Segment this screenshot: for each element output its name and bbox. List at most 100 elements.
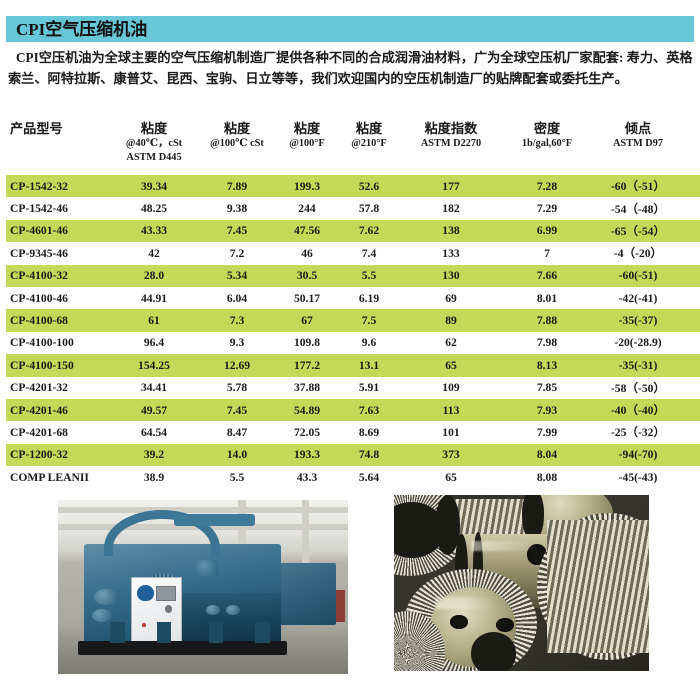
support-leg <box>110 621 125 643</box>
cell-viscosity-100c: 7.2 <box>229 246 245 260</box>
cell-viscosity-40c: 39.2 <box>110 443 198 467</box>
air-receiver-drum <box>196 560 219 577</box>
valve <box>226 604 240 615</box>
support-leg <box>255 621 270 643</box>
cell-viscosity-100c: 5.5 <box>229 470 245 484</box>
cell-viscosity-100c: 5.34 <box>198 264 276 287</box>
cell-model: CP-4201-32 <box>10 381 68 395</box>
cell-model: CP-1542-46 <box>10 202 68 216</box>
cell-viscosity-100f: 46 <box>301 246 313 260</box>
cell-viscosity-100f: 72.05 <box>293 425 321 439</box>
gear-shoulder <box>470 632 517 671</box>
cell-viscosity-100f: 244 <box>298 202 316 216</box>
indicator-light <box>142 622 146 628</box>
cell-viscosity-index: 62 <box>445 336 457 350</box>
cell-viscosity-100f: 30.5 <box>276 264 338 287</box>
column-header-pour-point: 倾点 ASTM D97 <box>612 121 664 149</box>
table-header: 产品型号 粘度 @40℃，cSt ASTM D445 粘度 @100℃ cSt … <box>6 120 700 175</box>
specular-highlight <box>434 597 496 610</box>
cell-viscosity-100f: 50.17 <box>293 291 321 305</box>
cell-viscosity-40c: 61 <box>110 309 198 332</box>
cell-viscosity-100f: 199.3 <box>276 175 338 198</box>
cell-density: 7.93 <box>502 398 592 422</box>
table-row: CP-4201-68 64.54 8.47 72.05 8.69 101 7.99 -25（-… <box>6 421 700 443</box>
cell-viscosity-100c: 7.89 <box>198 175 276 198</box>
cell-viscosity-40c: 44.91 <box>140 291 168 305</box>
cell-pour-point: -60（-51） <box>592 175 684 198</box>
cell-viscosity-100c: 7.45 <box>198 398 276 422</box>
cell-viscosity-40c: 49.57 <box>110 398 198 422</box>
cell-model: CP-4100-32 <box>6 264 110 287</box>
cell-viscosity-100f: 67 <box>276 309 338 332</box>
cell-flash-point: 550（288） <box>684 398 700 422</box>
cell-viscosity-100c: 6.04 <box>226 291 248 305</box>
cell-density: 7.99 <box>536 425 558 439</box>
cell-model: CP-1542-32 <box>6 175 110 198</box>
cell-pour-point: -35(-31) <box>592 354 684 377</box>
cell-viscosity-40c: 38.9 <box>143 470 165 484</box>
cell-pour-point: -54（-48） <box>610 202 666 216</box>
cell-model: COMP LEANII <box>10 470 89 484</box>
shaft-groove <box>473 531 484 603</box>
column-header-viscosity-40c: 粘度 @40℃，cSt ASTM D445 <box>125 121 183 163</box>
cell-viscosity-210f: 7.62 <box>338 219 400 243</box>
cell-pour-point: -60(-51) <box>592 264 684 287</box>
cell-viscosity-100f: 177.2 <box>276 354 338 377</box>
valve <box>93 589 118 605</box>
cell-viscosity-100c: 12.69 <box>198 354 276 377</box>
cell-density: 8.13 <box>502 354 592 377</box>
cell-flash-point: 525（274） <box>684 197 700 219</box>
cell-pour-point: -94(-70) <box>592 443 684 467</box>
table-row: CP-4100-68617.3677.5897.88-35(-37)480（24… <box>6 309 700 332</box>
cell-model: CP-4100-150 <box>6 354 110 377</box>
cell-viscosity-40c: 28.0 <box>110 264 198 287</box>
cell-viscosity-210f: 57.8 <box>358 202 380 216</box>
cell-viscosity-210f: 7.63 <box>338 398 400 422</box>
cell-viscosity-index: 65 <box>445 470 457 484</box>
cell-model: CP-9345-46 <box>10 246 68 260</box>
cell-model: CP-4100-68 <box>6 309 110 332</box>
cell-pour-point: -58（-50） <box>610 381 666 395</box>
cell-viscosity-210f: 7.5 <box>338 309 400 332</box>
cell-flash-point: 540（282） <box>684 354 700 377</box>
helical-gear-teeth <box>547 519 649 654</box>
cell-density: 7.66 <box>502 264 592 287</box>
cell-viscosity-210f: 6.19 <box>358 291 380 305</box>
ceiling-column <box>301 500 309 563</box>
cell-pour-point: -40（-40） <box>592 398 684 422</box>
cell-pour-point: -4（-20） <box>613 247 663 261</box>
cell-model: CP-1200-32 <box>6 443 110 467</box>
cell-viscosity-40c: 48.25 <box>140 202 168 216</box>
table-row: CP-4100-150 154.25 12.69 177.2 13.1 65 8.13 -35… <box>6 354 700 377</box>
cell-flash-point: 480（249） <box>684 264 700 287</box>
column-header-viscosity-index: 粘度指数 ASTM D2270 <box>420 121 482 149</box>
cell-density: 8.08 <box>536 470 558 484</box>
cell-model: CP-4201-46 <box>6 398 110 422</box>
cell-viscosity-index: 101 <box>442 425 460 439</box>
valve <box>91 608 112 622</box>
product-description: CPI空压机油为全球主要的空气压缩机制造厂提供各种不同的合成润滑油材料，广为全球… <box>8 50 693 86</box>
cell-viscosity-210f: 5.5 <box>338 264 400 287</box>
table-row: CP-1200-32 39.2 14.0 193.3 74.8 373 8.04 -94(-7… <box>6 443 700 467</box>
cell-viscosity-index: 113 <box>400 398 502 422</box>
cell-viscosity-index: 89 <box>400 309 502 332</box>
table-row: CP-4201-46 49.57 7.45 54.89 7.63 113 7.93 -40（-… <box>6 398 700 422</box>
ceiling-beam <box>58 506 348 513</box>
cell-pour-point: -45(-43) <box>618 470 658 484</box>
cell-viscosity-100c: 9.3 <box>229 336 245 350</box>
cell-pour-point: -25（-32） <box>610 426 666 440</box>
valve <box>206 604 221 615</box>
cell-viscosity-210f: 7.4 <box>361 246 377 260</box>
bore-hole <box>450 614 468 629</box>
cell-viscosity-100c: 7.3 <box>198 309 276 332</box>
cell-viscosity-index: 65 <box>400 354 502 377</box>
cell-viscosity-100f: 37.88 <box>293 381 321 395</box>
cell-viscosity-100c: 7.45 <box>198 219 276 243</box>
control-knob <box>165 605 172 613</box>
table-header-row: 产品型号 粘度 @40℃，cSt ASTM D445 粘度 @100℃ cSt … <box>6 120 700 175</box>
discharge-pipe <box>174 513 256 527</box>
cell-flash-point: 515（268） <box>684 332 700 354</box>
cell-density: 6.99 <box>502 219 592 243</box>
cell-flash-point: 605（318） <box>684 443 700 467</box>
cell-viscosity-40c: 154.25 <box>110 354 198 377</box>
